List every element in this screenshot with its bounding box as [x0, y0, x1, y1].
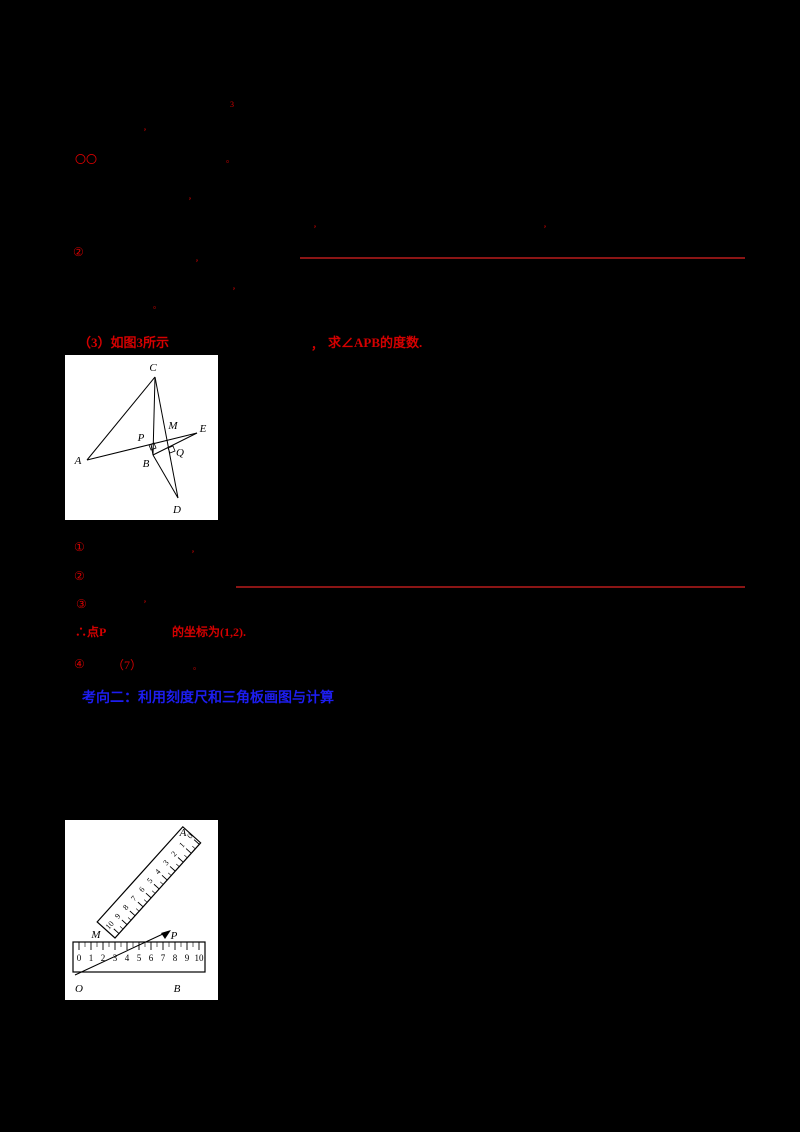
ruler-major-ticks: [78, 942, 200, 950]
inclined-ruler-number: 5: [145, 876, 154, 885]
point-label-b: B: [143, 458, 150, 470]
point-label-p: P: [137, 432, 145, 444]
point-label-b: B: [174, 983, 181, 995]
geometry-figure-svg: A C E D B P M Q: [74, 362, 207, 516]
answer-text: ∴点P: [75, 625, 107, 639]
ruler-number: 3: [113, 953, 118, 963]
right-angle-mark-p: [148, 442, 157, 451]
point-label-o: O: [75, 983, 83, 995]
ruler-number: 5: [137, 953, 142, 963]
inclined-ruler-number: 1: [177, 840, 186, 849]
ruler-number: 0: [77, 953, 82, 963]
inclined-ruler-minor-ticks: [119, 845, 196, 930]
red-fragment: 〇〇: [75, 154, 97, 166]
answer-text: ①: [74, 540, 85, 554]
red-fragment: ，: [195, 254, 203, 263]
answer-text: ，: [311, 338, 324, 352]
inclined-ruler-number: 7: [129, 894, 138, 903]
red-fragment: 3: [230, 100, 234, 109]
inclined-ruler-body: [96, 825, 202, 939]
segment-be: [152, 432, 198, 456]
ruler-number: 8: [173, 953, 178, 963]
inclined-ruler-number: 9: [113, 912, 122, 921]
ruler-number: 10: [195, 953, 205, 963]
answer-text: ③: [76, 597, 87, 611]
segment-bd: [152, 454, 179, 499]
inclined-ruler-number: 6: [137, 885, 146, 894]
point-label-a: A: [74, 455, 82, 467]
section-heading: 考向二：利用刻度尺和三角板画图与计算: [82, 689, 334, 705]
answer-text: 的坐标为(1,2).: [172, 625, 246, 639]
red-fragment: 。: [153, 301, 161, 310]
right-angle-mark-q: [167, 445, 176, 454]
ruler-number: 9: [185, 953, 190, 963]
red-fragment: 。: [193, 662, 201, 671]
red-fragment: ②: [73, 245, 84, 259]
red-fragment: ，: [232, 282, 240, 291]
inclined-ruler-number: 0: [185, 832, 194, 841]
segment-ae: [86, 432, 198, 461]
inclined-ruler-number: 10: [104, 919, 116, 931]
segment-ac: [86, 376, 156, 461]
inclined-ruler-major-ticks: [113, 839, 200, 934]
inclined-ruler-number: 4: [153, 867, 162, 876]
answer-text: ②: [74, 569, 85, 583]
ray-arrowhead: [161, 930, 171, 939]
inclined-ruler-number: 2: [169, 849, 178, 858]
ruler-number: 7: [161, 953, 166, 963]
ray-op: [74, 932, 166, 976]
red-fragment: ，: [191, 545, 199, 554]
point-label-m: M: [167, 420, 178, 432]
ruler-number: 2: [101, 953, 106, 963]
inclined-ruler: 10 9 8 7 6 5 4 3 2 1 0: [96, 825, 202, 939]
answer-text: ④: [74, 657, 85, 671]
ruler-figure-svg: 0 1 2 3 4 5 6 7 8 9 10 10 9 8 7 6 5 4: [72, 825, 206, 995]
ruler-number: 6: [149, 953, 154, 963]
inclined-ruler-number: 3: [161, 858, 170, 867]
red-underline: [300, 257, 745, 259]
ruler-minor-ticks: [84, 942, 194, 947]
geometry-figure: A C E D B P M Q: [65, 355, 218, 520]
ruler-number: 1: [89, 953, 94, 963]
red-fragment: ，: [543, 220, 551, 229]
point-label-q: Q: [176, 447, 184, 459]
point-label-p: P: [170, 930, 178, 942]
red-fragment: ，: [143, 123, 151, 132]
point-label-a: A: [179, 827, 187, 839]
segment-cd: [154, 376, 179, 499]
answer-text: （3）如图3所示: [78, 335, 170, 350]
point-label-m: M: [90, 929, 101, 941]
inclined-ruler-number: 8: [121, 903, 130, 912]
ruler-number: 4: [125, 953, 130, 963]
answer-text: （7）: [112, 658, 143, 672]
red-fragment: ，: [313, 220, 321, 229]
segment-cb: [152, 376, 156, 456]
point-label-d: D: [172, 504, 181, 516]
red-fragment: ，: [143, 595, 151, 604]
red-fragment: 。: [226, 155, 234, 164]
point-label-e: E: [199, 423, 207, 435]
point-label-c: C: [149, 362, 157, 374]
red-fragment: ，: [188, 192, 196, 201]
red-underline: [236, 586, 745, 588]
ruler-figure: 0 1 2 3 4 5 6 7 8 9 10 10 9 8 7 6 5 4: [65, 820, 218, 1000]
answer-text: 求∠APB的度数.: [328, 335, 423, 350]
